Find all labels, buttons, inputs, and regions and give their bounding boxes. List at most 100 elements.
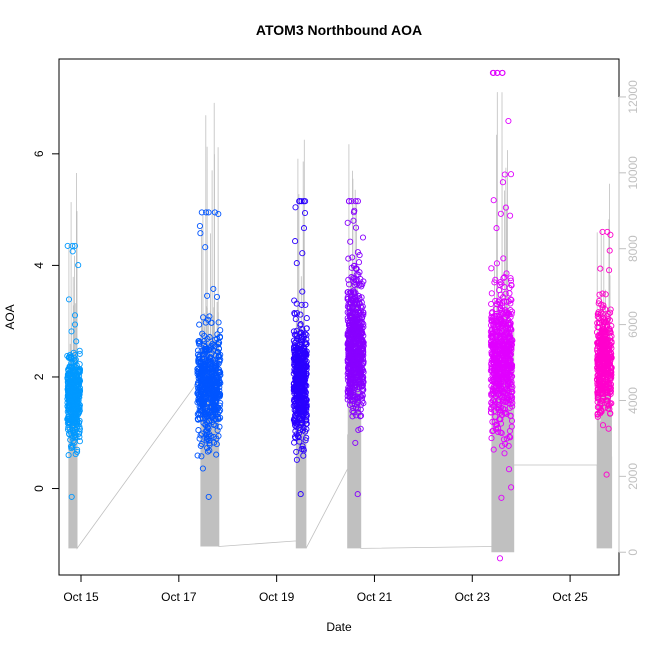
data-point	[344, 396, 351, 403]
data-point	[213, 293, 221, 300]
data-point	[217, 327, 224, 334]
data-point	[345, 368, 352, 375]
data-point	[595, 319, 602, 326]
data-point	[352, 198, 359, 205]
data-point	[507, 277, 515, 284]
data-point	[293, 310, 301, 317]
data-point	[209, 418, 216, 426]
data-point	[73, 387, 80, 394]
data-point	[492, 350, 499, 357]
data-point	[607, 400, 614, 407]
data-point	[490, 397, 497, 404]
data-point	[608, 371, 615, 378]
y2-tick-label: 2000	[626, 463, 640, 490]
data-point	[351, 262, 358, 269]
data-point	[64, 416, 71, 423]
data-point	[351, 318, 358, 326]
y-axis-right: 0 2000 4000 6000 8000 10000 12000	[618, 80, 640, 556]
data-point	[492, 421, 499, 429]
data-point	[290, 387, 297, 394]
data-point	[297, 491, 304, 498]
data-point	[490, 197, 497, 204]
data-point	[359, 352, 366, 359]
data-point	[196, 393, 203, 401]
data-point	[209, 399, 216, 406]
data-point	[297, 361, 304, 368]
data-point	[504, 381, 511, 388]
data-point	[354, 249, 361, 256]
data-point	[297, 321, 304, 328]
data-point	[348, 198, 355, 205]
data-point	[504, 373, 512, 380]
data-point	[292, 346, 299, 353]
data-point	[499, 374, 506, 381]
data-point	[213, 451, 220, 458]
data-point	[68, 328, 75, 335]
data-point	[66, 430, 73, 437]
data-point	[500, 255, 507, 262]
data-point	[215, 380, 222, 387]
data-point	[505, 354, 512, 361]
data-point	[71, 439, 78, 446]
data-point	[201, 413, 208, 420]
data-point	[499, 359, 506, 366]
data-point	[357, 401, 365, 408]
data-point	[69, 442, 76, 449]
data-point	[292, 376, 299, 383]
data-point	[359, 378, 366, 385]
data-point	[301, 378, 308, 385]
data-point	[602, 316, 609, 323]
data-point	[212, 397, 219, 404]
data-point	[355, 378, 362, 385]
data-point	[211, 388, 218, 395]
data-point	[195, 416, 202, 423]
y2-tick-label: 6000	[626, 311, 640, 338]
data-point	[508, 281, 515, 289]
scatter-points-layer	[64, 69, 615, 562]
data-point	[504, 341, 511, 348]
data-point	[356, 318, 363, 325]
data-point	[64, 379, 71, 386]
data-point	[490, 446, 497, 453]
data-point	[491, 388, 498, 395]
data-point	[291, 344, 298, 351]
data-point	[488, 435, 495, 442]
data-point	[604, 367, 611, 374]
data-point	[64, 242, 71, 249]
data-point	[352, 289, 359, 297]
data-point	[492, 276, 499, 283]
data-point	[357, 281, 364, 288]
data-point	[301, 209, 309, 217]
data-point	[198, 382, 205, 389]
data-point	[492, 297, 499, 304]
data-point	[352, 439, 359, 446]
data-point	[603, 388, 610, 396]
data-point	[598, 407, 605, 414]
data-point	[302, 330, 309, 337]
data-point	[489, 69, 496, 76]
data-point	[360, 278, 367, 285]
data-point	[348, 318, 355, 325]
data-point	[348, 396, 355, 403]
data-point	[300, 396, 308, 404]
data-point	[501, 368, 508, 375]
data-point	[204, 448, 211, 455]
x-tick-label: Oct 23	[455, 590, 491, 604]
data-point	[595, 353, 602, 360]
data-point	[354, 405, 361, 412]
data-point	[207, 389, 214, 396]
data-point	[294, 421, 301, 428]
data-point	[65, 353, 73, 361]
data-point	[72, 451, 79, 458]
y-axis-label: AOA	[3, 304, 17, 329]
y2-tick-label: 10000	[626, 156, 640, 190]
data-point	[491, 279, 498, 286]
data-point	[489, 332, 496, 339]
data-point	[505, 117, 512, 125]
data-point	[597, 265, 604, 272]
data-point	[291, 400, 298, 407]
data-point	[296, 370, 303, 377]
data-point	[197, 400, 204, 407]
data-point	[303, 434, 310, 441]
data-point	[72, 373, 79, 380]
